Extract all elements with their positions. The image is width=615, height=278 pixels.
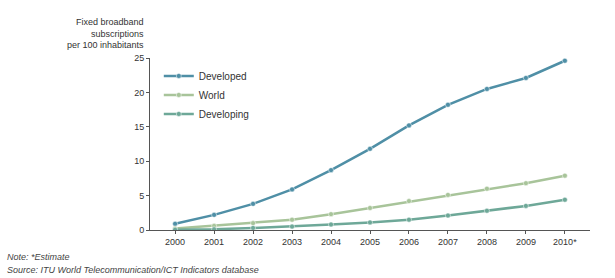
svg-text:20: 20 [134, 88, 144, 98]
svg-text:World: World [199, 90, 225, 101]
svg-text:25: 25 [134, 53, 144, 63]
svg-text:2009: 2009 [516, 237, 536, 247]
svg-text:Fixed broadbandsubscriptionspe: Fixed broadbandsubscriptionsper 100 inha… [67, 17, 144, 50]
svg-text:Developed: Developed [199, 71, 247, 82]
svg-text:2006: 2006 [399, 237, 419, 247]
svg-text:0: 0 [139, 225, 144, 235]
svg-text:15: 15 [134, 122, 144, 132]
svg-text:2002: 2002 [243, 237, 263, 247]
svg-text:10: 10 [134, 156, 144, 166]
svg-text:2003: 2003 [282, 237, 302, 247]
svg-text:Source: ITU World Telecommunic: Source: ITU World Telecommunication/ICT … [7, 265, 259, 275]
svg-text:5: 5 [139, 191, 144, 201]
svg-text:2007: 2007 [438, 237, 458, 247]
svg-text:Developing: Developing [199, 109, 249, 120]
svg-text:2000: 2000 [165, 237, 185, 247]
svg-text:2010*: 2010* [553, 237, 577, 247]
svg-text:Note: *Estimate: Note: *Estimate [7, 252, 70, 262]
svg-text:2008: 2008 [477, 237, 497, 247]
svg-text:2001: 2001 [204, 237, 224, 247]
svg-text:2004: 2004 [321, 237, 341, 247]
svg-text:2005: 2005 [360, 237, 380, 247]
